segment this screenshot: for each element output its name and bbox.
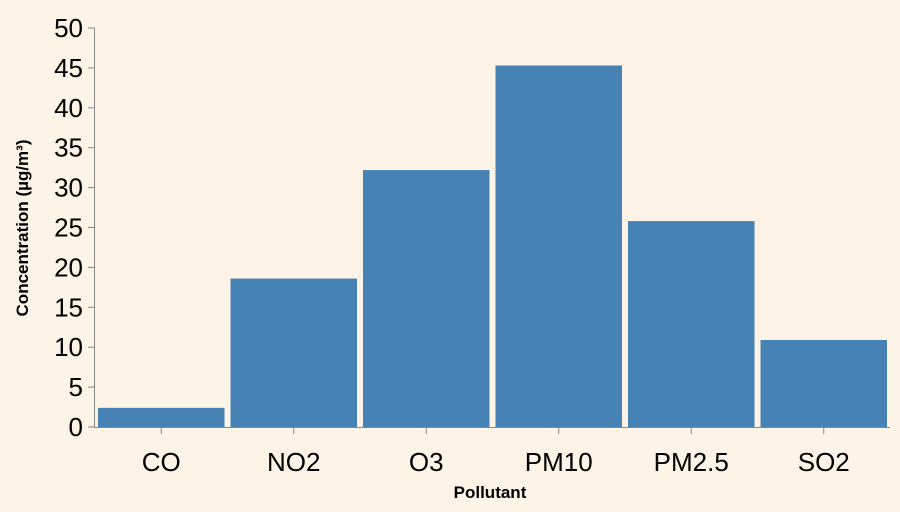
y-tick-label: 35: [54, 133, 83, 163]
x-axis: CO NO2 O3 PM10 PM2.5 SO2: [94, 427, 890, 477]
y-tick-label: 45: [54, 53, 83, 83]
y-tick-label: 25: [54, 213, 83, 243]
x-tick-label: SO2: [798, 447, 850, 477]
bar-co: [98, 407, 225, 427]
x-tick-label: O3: [409, 447, 444, 477]
bar-o3: [363, 170, 490, 427]
bar-pm10: [495, 65, 622, 428]
y-tick-label: 15: [54, 292, 83, 322]
y-tick-label: 50: [54, 13, 83, 43]
x-tick-label: NO2: [267, 447, 320, 477]
bar-no2: [230, 278, 357, 427]
y-tick-label: 10: [54, 332, 83, 362]
bars-group: [98, 65, 887, 428]
plot-area: 0 5 10 15 20 25 30 35 40 45 50 CO NO2 O3 PM10 PM2.5 SO2: [54, 13, 890, 477]
x-tick-label: CO: [142, 447, 181, 477]
y-axis-title: Concentration (µg/m³): [13, 140, 32, 317]
x-tick-label: PM10: [525, 447, 593, 477]
y-tick-label: 0: [69, 412, 83, 442]
y-tick-label: 40: [54, 93, 83, 123]
bar-so2: [760, 340, 887, 427]
y-tick-label: 30: [54, 173, 83, 203]
x-tick-label: PM2.5: [654, 447, 729, 477]
y-tick-label: 5: [69, 372, 83, 402]
x-axis-title: Pollutant: [454, 483, 527, 502]
y-axis: 0 5 10 15 20 25 30 35 40 45 50: [54, 13, 95, 442]
y-tick-label: 20: [54, 252, 83, 282]
bar-pm2-5: [628, 221, 755, 427]
